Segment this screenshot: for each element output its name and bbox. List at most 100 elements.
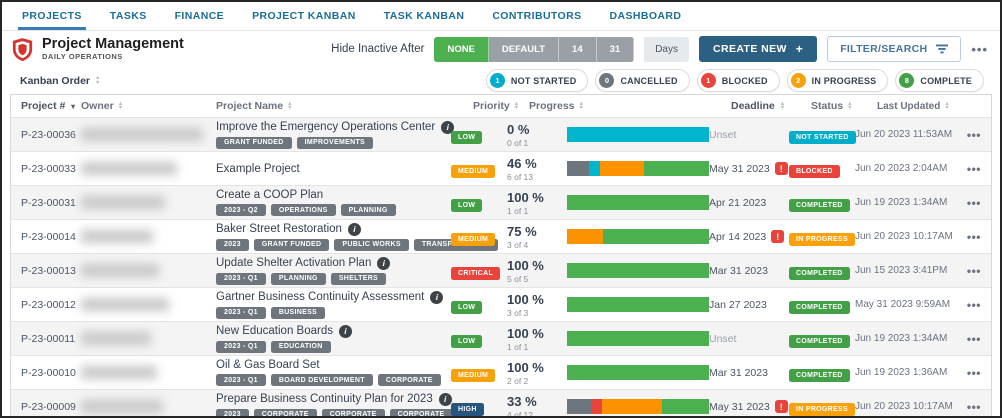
status-filter-pill[interactable]: 1 BLOCKED [696, 69, 780, 92]
row-actions-button[interactable]: ••• [966, 229, 981, 244]
owner-redacted [81, 298, 169, 311]
status-filter-pill[interactable]: 2 IN PROGRESS [786, 69, 889, 92]
project-name-link[interactable]: New Education Boards [216, 325, 333, 337]
info-icon[interactable]: i [347, 222, 361, 236]
status-count-badge: 0 [599, 73, 615, 88]
project-name-link[interactable]: Baker Street Restoration [216, 223, 342, 235]
table-row[interactable]: P-23-00033 Example Project i MEDIUM 46 %… [11, 151, 991, 185]
row-actions-button[interactable]: ••• [966, 127, 981, 142]
filter-funnel-icon [936, 44, 949, 54]
sort-icon: ▲ ▼ [779, 100, 786, 111]
row-actions-button[interactable]: ••• [966, 195, 981, 210]
project-name-link[interactable]: Update Shelter Activation Plan [216, 257, 372, 269]
column-header-label: Project Name [216, 100, 284, 112]
info-icon[interactable]: i [441, 120, 455, 134]
hide-inactive-option[interactable]: 31 [596, 36, 635, 62]
table-row[interactable]: P-23-00012 Gartner Business Continuity A… [11, 287, 991, 321]
status-filter-pill[interactable]: 8 COMPLETE [895, 69, 984, 92]
info-icon[interactable]: i [377, 256, 391, 270]
column-header[interactable]: Project # ▼ [21, 100, 81, 112]
project-name-link[interactable]: Oil & Gas Board Set [216, 359, 320, 371]
page-subtitle: DAILY OPERATIONS [42, 52, 123, 61]
table-row[interactable]: P-23-00014 Baker Street Restoration i 20… [11, 219, 991, 253]
row-actions-button[interactable]: ••• [966, 263, 981, 278]
row-actions-button[interactable]: ••• [966, 365, 981, 380]
project-name-link[interactable]: Example Project [216, 162, 300, 175]
column-header[interactable]: Deadline ▲ ▼ [731, 100, 811, 112]
info-icon[interactable]: i [430, 290, 444, 304]
last-updated: Jun 20 2023 2:04AM [855, 163, 948, 174]
nav-tab[interactable]: TASK KANBAN [370, 2, 479, 30]
column-header[interactable]: Owner ▲ ▼ [81, 100, 216, 112]
progress-segment [567, 297, 709, 312]
progress-percent: 0 % [507, 121, 530, 137]
tag-list: 2023 - Q1 EDUCATION [216, 340, 443, 353]
create-new-button[interactable]: CREATE NEW + [698, 36, 818, 62]
status-filter-pill[interactable]: 1 NOT STARTED [485, 69, 589, 92]
table-row[interactable]: P-23-00009 Prepare Business Continuity P… [11, 389, 991, 416]
deadline-cell: Mar 31 2023 ! [709, 265, 789, 277]
row-actions-button[interactable]: ••• [966, 399, 981, 414]
project-id: P-23-00036 [21, 128, 76, 141]
nav-tab[interactable]: DASHBOARD [596, 2, 696, 30]
sort-icon: ▲ ▼ [578, 100, 584, 111]
tag-chip: IMPROVEMENTS [296, 136, 373, 149]
nav-tab[interactable]: TASKS [96, 2, 161, 30]
hide-inactive-option[interactable]: NONE [434, 36, 489, 62]
tag-list: 2023 - Q1 BUSINESS [216, 306, 443, 319]
project-id: P-23-00014 [21, 230, 76, 243]
priority-badge: MEDIUM [451, 164, 496, 178]
nav-tab[interactable]: CONTRIBUTORS [478, 2, 595, 30]
column-header[interactable]: Progress ▲ ▼ [529, 100, 731, 112]
header-more-button[interactable]: ••• [971, 41, 988, 57]
hide-inactive-option[interactable]: 14 [559, 36, 597, 62]
column-header[interactable]: Status ▲ ▼ [811, 100, 877, 112]
column-header[interactable]: Last Updated ▲ ▼ [877, 101, 981, 112]
row-actions-button[interactable]: ••• [966, 297, 981, 312]
progress-segment [567, 127, 709, 142]
column-header[interactable]: Priority ▲ ▼ [473, 100, 529, 112]
info-icon[interactable]: i [338, 324, 352, 338]
row-actions-button[interactable]: ••• [966, 161, 981, 176]
progress-bar-cell [567, 127, 709, 142]
tag-chip: 2023 - Q1 [216, 306, 266, 319]
info-icon[interactable]: i [438, 392, 452, 406]
owner-redacted [81, 264, 159, 277]
tag-chip: CORPORATE [389, 408, 453, 416]
progress-bar [567, 365, 709, 380]
progress-segment [567, 331, 709, 346]
project-name-cell: Prepare Business Continuity Plan for 202… [216, 392, 453, 416]
last-updated: Jun 20 2023 10:17AM [855, 401, 953, 412]
project-name-link[interactable]: Create a COOP Plan [216, 189, 324, 201]
priority-badge: LOW [451, 334, 483, 348]
progress-bar [567, 263, 709, 278]
table-row[interactable]: P-23-00010 Oil & Gas Board Set i 2023 - … [11, 355, 991, 389]
status-cell: BLOCKED [789, 160, 855, 178]
deadline-cell: Mar 31 2023 ! [709, 367, 789, 379]
status-filter-pill[interactable]: 0 CANCELLED [595, 69, 690, 92]
owner-cell [81, 162, 216, 175]
filter-search-button[interactable]: FILTER/SEARCH [827, 36, 962, 62]
row-actions-button[interactable]: ••• [966, 331, 981, 346]
project-name-link[interactable]: Prepare Business Continuity Plan for 202… [216, 393, 433, 405]
last-updated: Jun 19 2023 1:34AM [855, 197, 948, 208]
days-label: Days [644, 36, 689, 62]
table-row[interactable]: P-23-00036 Improve the Emergency Operati… [11, 117, 991, 151]
project-name-cell: Example Project i [216, 163, 451, 175]
nav-tab[interactable]: FINANCE [161, 2, 238, 30]
progress-cell: 46 % 6 of 13 [507, 156, 567, 182]
tag-chip: EDUCATION [270, 340, 331, 353]
table-row[interactable]: P-23-00013 Update Shelter Activation Pla… [11, 253, 991, 287]
project-name-link[interactable]: Improve the Emergency Operations Center [216, 121, 436, 133]
table-row[interactable]: P-23-00031 Create a COOP Plan i 2023 - Q… [11, 185, 991, 219]
column-header[interactable]: Project Name ▲ ▼ [216, 100, 473, 112]
nav-tab[interactable]: PROJECTS [8, 2, 96, 30]
kanban-order-sort[interactable]: Kanban Order ▲ ▼ [20, 75, 100, 87]
hide-inactive-option[interactable]: DEFAULT [488, 36, 560, 62]
table-row[interactable]: P-23-00011 New Education Boards i 2023 -… [11, 321, 991, 355]
nav-tab[interactable]: PROJECT KANBAN [238, 2, 370, 30]
column-header-label: Project # [21, 100, 66, 112]
project-name-link[interactable]: Gartner Business Continuity Assessment [216, 291, 425, 303]
